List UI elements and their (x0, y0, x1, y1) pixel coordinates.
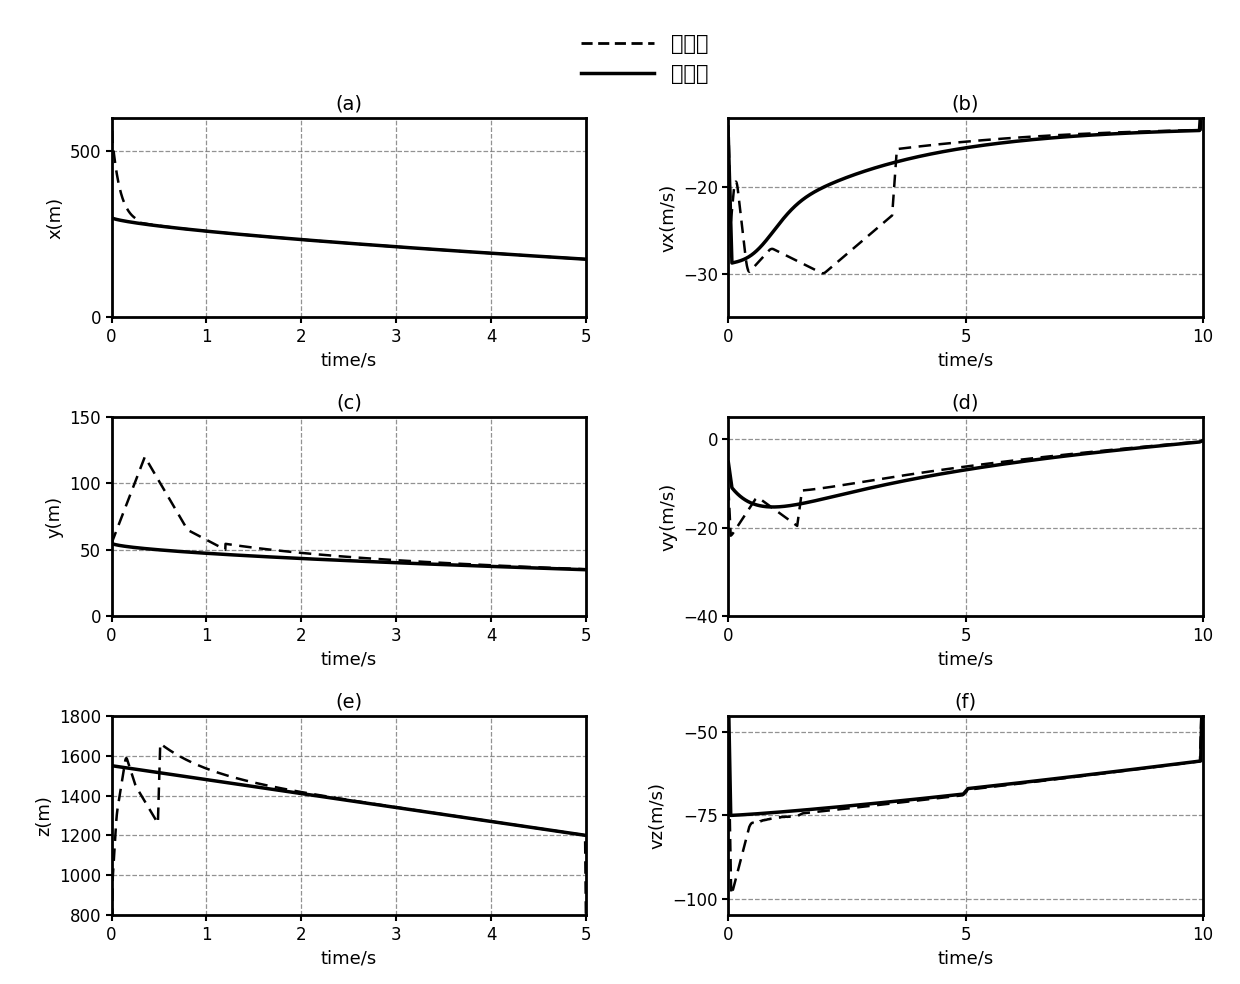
Y-axis label: z(m): z(m) (36, 795, 53, 836)
X-axis label: time/s: time/s (321, 351, 377, 369)
Title: (d): (d) (952, 394, 980, 412)
Title: (e): (e) (335, 693, 362, 711)
Title: (b): (b) (952, 94, 980, 114)
X-axis label: time/s: time/s (321, 650, 377, 668)
Title: (c): (c) (336, 394, 362, 412)
Title: (f): (f) (955, 693, 977, 711)
X-axis label: time/s: time/s (937, 950, 993, 967)
Y-axis label: y(m): y(m) (46, 496, 64, 537)
X-axis label: time/s: time/s (937, 650, 993, 668)
X-axis label: time/s: time/s (321, 950, 377, 967)
Y-axis label: x(m): x(m) (46, 197, 64, 239)
X-axis label: time/s: time/s (937, 351, 993, 369)
Y-axis label: vx(m/s): vx(m/s) (660, 184, 677, 252)
Y-axis label: vz(m/s): vz(m/s) (649, 782, 667, 849)
Y-axis label: vy(m/s): vy(m/s) (660, 482, 677, 551)
Legend: 估计值, 真实值: 估计值, 真实值 (573, 26, 717, 92)
Title: (a): (a) (335, 94, 362, 114)
